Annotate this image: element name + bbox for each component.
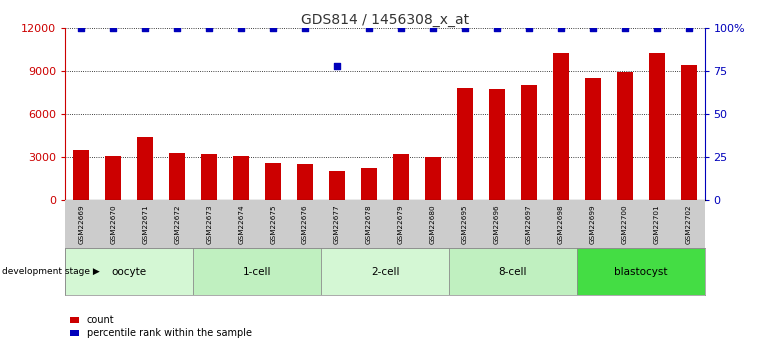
Bar [489, 89, 505, 200]
Point [587, 25, 599, 30]
Text: 8-cell: 8-cell [498, 267, 527, 277]
Text: GSM22678: GSM22678 [366, 205, 372, 244]
Text: GSM22670: GSM22670 [110, 205, 116, 244]
Text: 2-cell: 2-cell [370, 267, 400, 277]
Point [107, 25, 119, 30]
Bar [169, 152, 186, 200]
Bar [105, 156, 122, 200]
Point [427, 25, 439, 30]
Text: GSM22671: GSM22671 [142, 205, 149, 244]
Point [554, 25, 567, 30]
Bar [361, 168, 377, 200]
Bar [457, 88, 473, 200]
Point [267, 25, 280, 30]
Bar [73, 150, 89, 200]
Point [235, 25, 247, 30]
Text: GSM22669: GSM22669 [79, 205, 85, 244]
Point [651, 25, 663, 30]
Title: GDS814 / 1456308_x_at: GDS814 / 1456308_x_at [301, 12, 469, 27]
Text: GSM22672: GSM22672 [174, 205, 180, 244]
Legend: count, percentile rank within the sample: count, percentile rank within the sample [70, 315, 252, 338]
Text: GSM22679: GSM22679 [398, 205, 404, 244]
Bar [584, 78, 601, 200]
Bar [681, 65, 697, 200]
Text: blastocyst: blastocyst [614, 267, 668, 277]
Bar [449, 248, 577, 295]
Bar [265, 163, 281, 200]
Text: GSM22695: GSM22695 [462, 205, 468, 244]
Point [299, 25, 311, 30]
Point [682, 25, 695, 30]
Bar [297, 164, 313, 200]
Bar [425, 157, 441, 200]
Text: GSM22699: GSM22699 [590, 205, 596, 244]
Point [459, 25, 471, 30]
Text: GSM22673: GSM22673 [206, 205, 213, 244]
Text: GSM22696: GSM22696 [494, 205, 500, 244]
Text: GSM22674: GSM22674 [238, 205, 244, 244]
Point [171, 25, 183, 30]
Bar [553, 53, 569, 200]
Text: GSM22701: GSM22701 [654, 205, 660, 244]
Text: GSM22675: GSM22675 [270, 205, 276, 244]
Bar [193, 248, 321, 295]
Bar [233, 156, 249, 200]
Bar [201, 154, 217, 200]
Text: GSM22677: GSM22677 [334, 205, 340, 244]
Text: 1-cell: 1-cell [243, 267, 272, 277]
Point [75, 25, 88, 30]
Point [395, 25, 407, 30]
Point [331, 63, 343, 68]
Point [363, 25, 375, 30]
Point [490, 25, 503, 30]
Bar [321, 248, 449, 295]
Text: oocyte: oocyte [112, 267, 147, 277]
Bar [65, 248, 193, 295]
Bar [617, 72, 633, 200]
Point [203, 25, 216, 30]
Bar [648, 53, 665, 200]
Text: GSM22702: GSM22702 [685, 205, 691, 244]
Text: GSM22676: GSM22676 [302, 205, 308, 244]
Text: GSM22698: GSM22698 [557, 205, 564, 244]
Bar [521, 85, 537, 200]
Point [139, 25, 152, 30]
Text: development stage ▶: development stage ▶ [2, 267, 99, 276]
Bar [577, 248, 705, 295]
Point [618, 25, 631, 30]
Text: GSM22697: GSM22697 [526, 205, 532, 244]
Bar [137, 137, 153, 200]
Bar [393, 154, 409, 200]
Text: GSM22680: GSM22680 [430, 205, 436, 244]
Text: GSM22700: GSM22700 [621, 205, 628, 244]
Point [523, 25, 535, 30]
Bar [329, 171, 345, 200]
